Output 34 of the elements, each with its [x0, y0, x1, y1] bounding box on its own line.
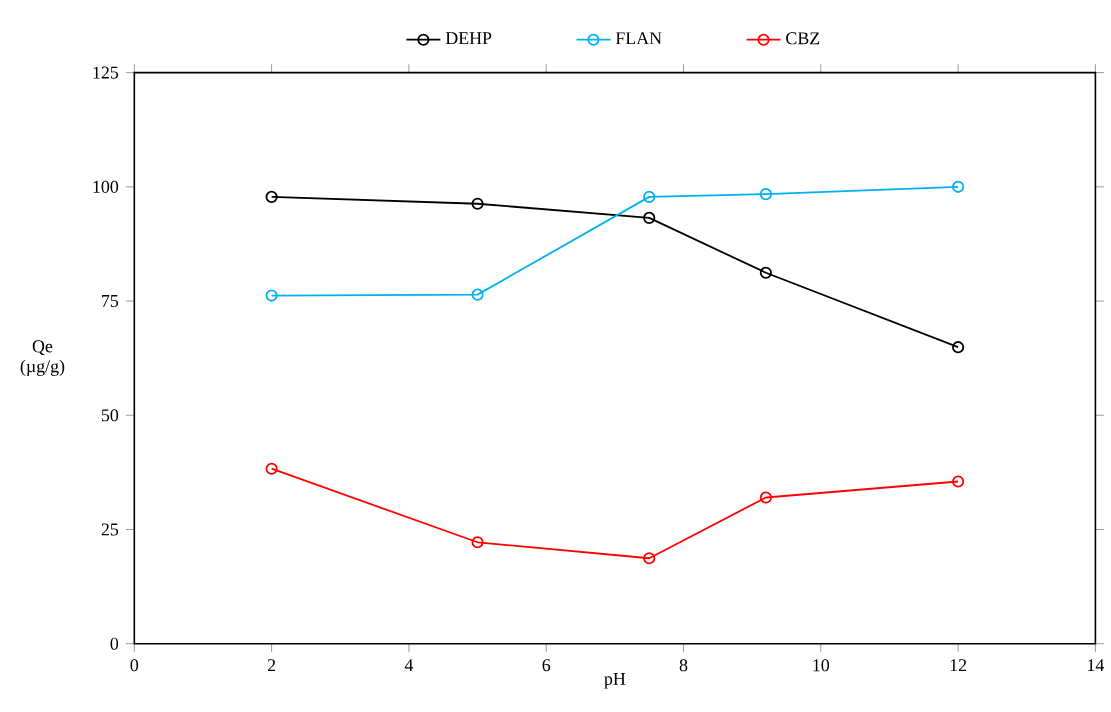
legend-label: DEHP: [445, 32, 492, 44]
x-axis-title: pH: [604, 672, 626, 689]
point: [952, 475, 965, 488]
y-tick-label: 100: [93, 180, 119, 193]
y-tick-label: 50: [101, 409, 119, 422]
point: [759, 266, 772, 279]
y-tick-label: 125: [93, 66, 119, 79]
point: [643, 211, 656, 224]
y-axis-title: Qe (µg/g): [20, 340, 65, 376]
legend-label: FLAN: [615, 32, 662, 44]
y-tick-label: 25: [101, 523, 119, 536]
point: [471, 536, 484, 549]
x-tick-label: 10: [813, 659, 830, 672]
point: [643, 552, 656, 565]
point: [265, 190, 278, 203]
x-tick-label: 6: [542, 659, 551, 672]
point: [759, 491, 772, 504]
point: [643, 190, 656, 203]
point: [471, 197, 484, 210]
point: [265, 462, 278, 475]
point: [759, 187, 772, 201]
x-tick-label: 4: [404, 659, 414, 671]
point: [471, 288, 484, 301]
y-tick-label: 0: [110, 637, 119, 650]
point: [952, 340, 965, 354]
point: [265, 289, 278, 302]
x-tick-label: 8: [679, 659, 688, 672]
x-tick-label: 0: [130, 659, 139, 672]
point: [952, 180, 965, 193]
legend-label: CBZ: [786, 32, 820, 45]
x-tick-label: 12: [950, 659, 967, 671]
x-tick-label: 14: [1088, 659, 1105, 671]
y-tick-label: 75: [102, 294, 119, 307]
x-tick-label: 2: [267, 659, 276, 671]
